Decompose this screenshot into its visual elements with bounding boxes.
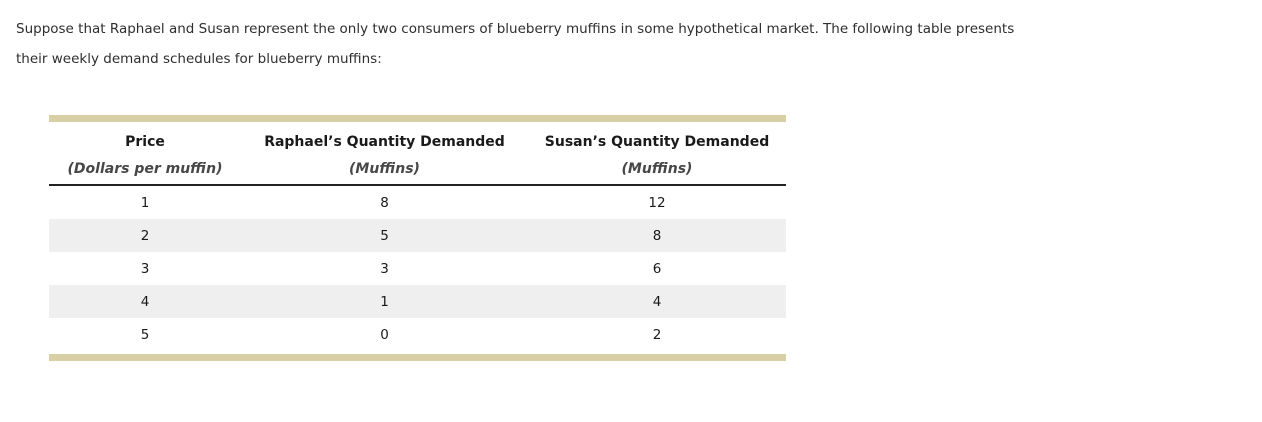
table-top-border (49, 115, 786, 122)
table-cell: 6 (652, 260, 662, 277)
table-header-row: Price (Dollars per muffin) Raphael’s Qua… (49, 122, 786, 186)
table-row: 1 8 12 (49, 186, 786, 219)
column-header-price: Price (Dollars per muffin) (49, 134, 241, 177)
table-cell: 0 (380, 326, 389, 343)
table-cell: 12 (648, 194, 666, 211)
demand-schedule-table: Price (Dollars per muffin) Raphael’s Qua… (49, 115, 786, 361)
table-cell: 5 (380, 227, 389, 244)
column-title: Susan’s Quantity Demanded (544, 134, 770, 150)
table-cell: 8 (652, 227, 662, 244)
table-cell: 3 (380, 260, 389, 277)
table-cell: 1 (140, 194, 150, 211)
table-row: 2 5 8 (49, 219, 786, 252)
table-bottom-border (49, 354, 786, 361)
column-subtitle: (Muffins) (349, 161, 420, 177)
column-header-susan-quantity: Susan’s Quantity Demanded (Muffins) (528, 134, 786, 177)
table-cell: 2 (652, 326, 662, 343)
table-row: 5 0 2 (49, 318, 786, 351)
column-header-raphael-quantity: Raphael’s Quantity Demanded (Muffins) (241, 134, 528, 177)
table-row: 4 1 4 (49, 285, 786, 318)
column-title: Price (125, 134, 165, 150)
table-cell: 4 (652, 293, 662, 310)
table-cell: 5 (140, 326, 150, 343)
table-cell: 2 (140, 227, 150, 244)
table-cell: 4 (140, 293, 150, 310)
table-cell: 8 (380, 194, 389, 211)
question-text-line: their weekly demand schedules for bluebe… (16, 51, 382, 67)
column-subtitle: (Muffins) (621, 161, 693, 177)
question-text-line: Suppose that Raphael and Susan represent… (16, 21, 1015, 37)
table-body: 1 8 12 2 5 8 3 3 6 4 1 4 5 0 2 (49, 186, 786, 351)
column-title: Raphael’s Quantity Demanded (264, 134, 505, 150)
table-cell: 1 (380, 293, 389, 310)
column-subtitle: (Dollars per muffin) (67, 161, 223, 177)
question-page: Suppose that Raphael and Susan represent… (0, 0, 1262, 361)
table-row: 3 3 6 (49, 252, 786, 285)
table-cell: 3 (140, 260, 150, 277)
question-text: Suppose that Raphael and Susan represent… (0, 0, 1262, 74)
